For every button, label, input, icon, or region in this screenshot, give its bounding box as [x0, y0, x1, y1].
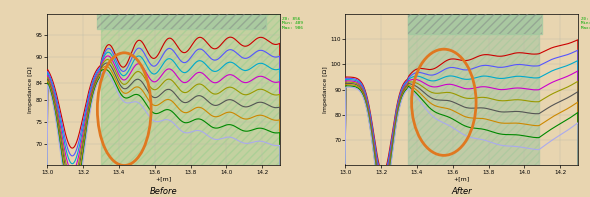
Text: Z0: 49756
Min: 9711147
Max: 7163839: Z0: 49756 Min: 9711147 Max: 7163839	[581, 17, 590, 30]
Text: Before: Before	[150, 187, 178, 196]
X-axis label: +[m]: +[m]	[156, 176, 172, 181]
Bar	[408, 14, 539, 165]
X-axis label: +[m]: +[m]	[454, 176, 470, 181]
Y-axis label: Impedance [Ω]: Impedance [Ω]	[323, 66, 328, 113]
Text: Z0: 856
Min: 489
Max: 986: Z0: 856 Min: 489 Max: 986	[283, 17, 303, 30]
Y-axis label: Impedance [Ω]: Impedance [Ω]	[28, 66, 33, 113]
Text: After: After	[451, 187, 472, 196]
